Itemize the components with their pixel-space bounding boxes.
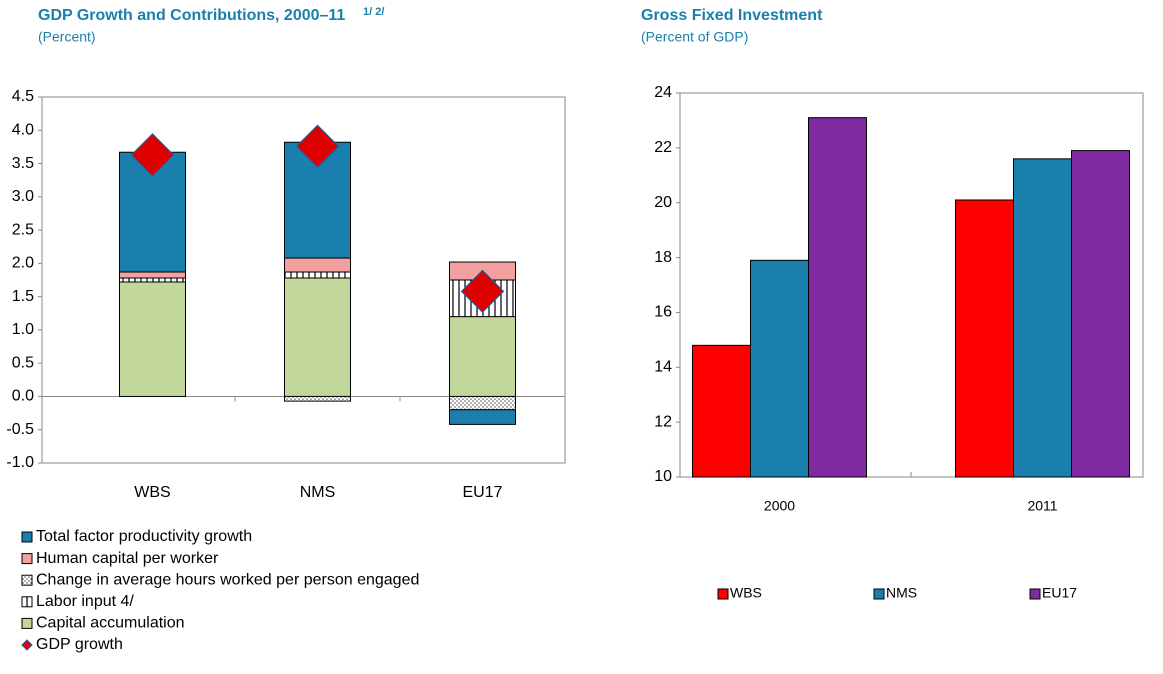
y-tick-label: 24 [654,84,672,101]
y-tick-label: 22 [654,139,672,156]
chart-title: Gross Fixed Investment [641,7,823,24]
legend-label: NMS [886,585,917,601]
bar [808,117,867,478]
legend-swatch [21,574,33,586]
bar [955,199,1014,478]
x-tick-label: 2011 [1027,498,1057,514]
legend-swatch [1029,588,1041,600]
bar [1071,150,1130,478]
legend-label: EU17 [1042,585,1077,601]
legend-swatch [717,588,729,600]
gdp-marker [460,269,505,314]
legend-swatch [21,596,33,608]
gdp-marker [295,124,340,168]
y-tick-label: 0.5 [12,354,34,371]
bar-segment [119,271,186,279]
legend-swatch [21,531,33,543]
legend-label: Human capital per worker [36,550,219,567]
bar-segment [284,277,351,397]
x-tick-label: NMS [300,484,336,501]
legend-label: Total factor productivity growth [36,528,252,545]
bar [1013,158,1072,478]
y-tick-label: 20 [654,194,672,211]
y-tick-label: 1.0 [12,321,34,338]
bar-segment [284,271,351,279]
y-tick-label: -0.5 [6,421,34,438]
bar-segment [119,277,186,283]
legend-label: Capital accumulation [36,615,185,632]
chart-subtitle: (Percent of GDP) [641,29,748,45]
legend-label: WBS [730,585,762,601]
legend-swatch [21,553,33,565]
y-tick-label: 3.5 [12,155,34,172]
y-tick-label: 12 [654,413,672,430]
y-tick-label: 4.5 [12,88,34,105]
bar-segment [449,409,516,425]
title-note: 1/ 2/ [363,6,384,18]
legend-label: GDP growth [36,636,123,653]
bar [750,259,809,478]
bar-segment [449,395,516,411]
y-tick-label: 2.5 [12,221,34,238]
y-tick-label: 3.0 [12,188,34,205]
legend-swatch [21,617,33,629]
y-tick-label: 1.5 [12,288,34,305]
legend-label: Change in average hours worked per perso… [36,571,419,588]
y-tick-label: 16 [654,304,672,321]
x-tick-label: 2000 [764,498,795,514]
legend-swatch [873,588,885,600]
gdp-marker [130,133,175,177]
legend-swatch [21,639,33,651]
y-tick-label: 10 [654,468,672,485]
plot-frame [41,96,566,464]
bar [692,344,751,478]
bar-segment [449,316,516,397]
chart-subtitle: (Percent) [38,29,96,45]
x-tick-label: EU17 [462,484,502,501]
chart-title: GDP Growth and Contributions, 2000–11 [38,7,345,24]
y-tick-label: 14 [654,359,672,376]
bar-segment [284,257,351,273]
bar-segment [284,395,351,402]
y-tick-label: 0.0 [12,388,34,405]
y-tick-label: 4.0 [12,121,34,138]
bar-segment [119,281,186,397]
legend-label: Labor input 4/ [36,593,134,610]
x-tick-label: WBS [134,484,170,501]
y-tick-label: -1.0 [6,454,34,471]
y-tick-label: 18 [654,249,672,266]
y-tick-label: 2.0 [12,255,34,272]
